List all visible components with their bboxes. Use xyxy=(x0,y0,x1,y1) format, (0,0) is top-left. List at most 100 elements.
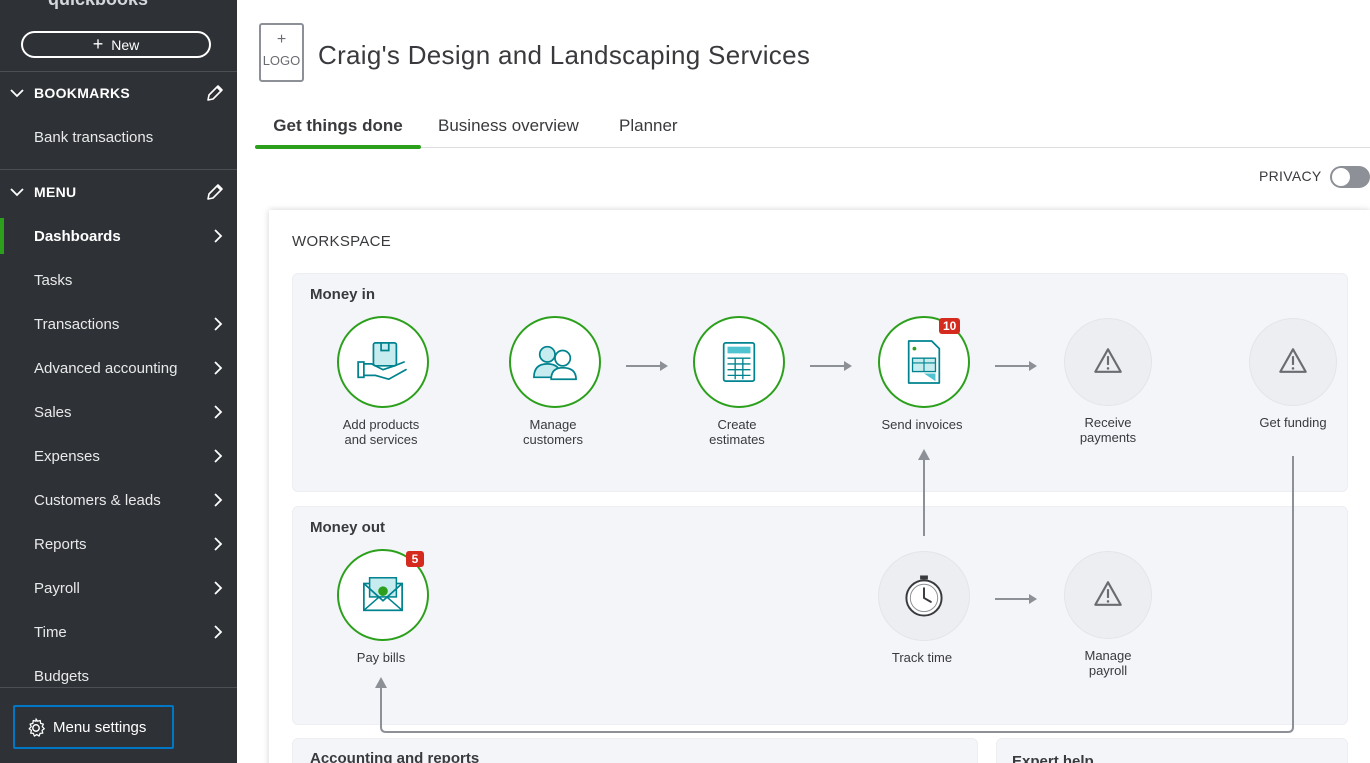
expert-help-title: Expert help xyxy=(1012,753,1094,763)
products-hand-icon xyxy=(357,342,407,381)
track-time-node[interactable] xyxy=(878,551,970,641)
sidebar-item-label: Sales xyxy=(34,403,72,421)
sidebar-item-label: Expenses xyxy=(34,447,100,465)
new-button-label: New xyxy=(111,36,140,53)
plus-icon: + xyxy=(92,33,104,54)
bookmarks-header[interactable]: BOOKMARKS xyxy=(0,78,237,108)
chevron-right-icon xyxy=(214,405,223,419)
warning-icon xyxy=(1094,581,1122,606)
sidebar-item-dashboards[interactable]: Dashboards xyxy=(0,216,237,256)
sidebar-item-label: Transactions xyxy=(34,315,120,333)
node-label-line: Create xyxy=(717,417,757,432)
sidebar-item-budgets[interactable]: Budgets xyxy=(0,656,237,696)
node-label-line: Receive xyxy=(1084,415,1132,430)
warning-icon xyxy=(1094,348,1122,373)
chevron-right-icon xyxy=(214,449,223,463)
node-label-line: and services xyxy=(344,432,418,447)
company-name: Craig's Design and Landscaping Services xyxy=(318,40,811,70)
sidebar-item-label: Customers & leads xyxy=(34,491,161,509)
chevron-right-icon xyxy=(214,625,223,639)
privacy-toggle[interactable] xyxy=(1330,166,1370,188)
chevron-right-icon xyxy=(214,493,223,507)
node-label-line: Manage xyxy=(529,417,577,432)
dashboard-tabs: Get things done Business overview Planne… xyxy=(255,108,1370,149)
sidebar-item-sales[interactable]: Sales xyxy=(0,392,237,432)
chevron-right-icon xyxy=(214,581,223,595)
create-estimates-node[interactable] xyxy=(693,316,785,408)
sidebar-item-tasks[interactable]: Tasks xyxy=(0,260,237,300)
manage-payroll-node[interactable] xyxy=(1064,551,1152,639)
sidebar-item-time[interactable]: Time xyxy=(0,612,237,652)
chevron-down-icon[interactable] xyxy=(10,185,24,199)
chevron-right-icon xyxy=(214,229,223,243)
pay-bills-label: Pay bills xyxy=(321,650,441,665)
menu-settings-button[interactable]: Menu settings xyxy=(13,705,174,749)
flow-arrow xyxy=(995,594,1037,604)
pencil-icon[interactable] xyxy=(205,83,225,103)
customers-icon xyxy=(533,345,577,381)
gear-icon xyxy=(28,718,45,737)
plus-icon: + xyxy=(276,31,287,48)
logo-placeholder-text: LOGO xyxy=(262,53,301,68)
money-out-title: Money out xyxy=(310,519,385,536)
chevron-down-icon[interactable] xyxy=(10,86,24,100)
flow-arrow xyxy=(626,361,668,371)
expert-help-panel xyxy=(996,738,1348,763)
bills-envelope-icon xyxy=(363,577,403,612)
manage-payroll-label: Manage payroll xyxy=(1048,648,1168,678)
receive-payments-label: Receive payments xyxy=(1048,415,1168,445)
sidebar-item-label: Advanced accounting xyxy=(34,359,178,377)
invoice-icon xyxy=(907,340,941,384)
track-time-label: Track time xyxy=(862,650,982,665)
sidebar-item-reports[interactable]: Reports xyxy=(0,524,237,564)
warning-icon xyxy=(1279,348,1307,373)
send-invoices-label: Send invoices xyxy=(862,417,982,432)
node-label-line: payroll xyxy=(1088,663,1128,678)
create-estimates-label: Create estimates xyxy=(677,417,797,447)
brand-logo-text: quickbooks xyxy=(48,0,148,10)
money-out-panel xyxy=(292,506,1348,725)
sidebar-item-label: Reports xyxy=(34,535,87,553)
sidebar-item-payroll[interactable]: Payroll xyxy=(0,568,237,608)
bookmark-item-bank-transactions[interactable]: Bank transactions xyxy=(0,117,237,157)
sidebar-item-label: Dashboards xyxy=(34,227,121,245)
stopwatch-icon xyxy=(905,575,943,617)
new-button[interactable]: + New xyxy=(21,31,211,58)
node-label-line: Get funding xyxy=(1259,415,1327,430)
node-label-line: Add products xyxy=(342,417,420,432)
money-in-title: Money in xyxy=(310,286,376,303)
bookmark-label: Bank transactions xyxy=(34,128,154,146)
flow-arrow xyxy=(995,361,1037,371)
receive-payments-node[interactable] xyxy=(1064,318,1152,406)
sidebar-item-advanced-accounting[interactable]: Advanced accounting xyxy=(0,348,237,388)
add-products-node[interactable] xyxy=(337,316,429,408)
chevron-right-icon xyxy=(214,361,223,375)
privacy-label: PRIVACY xyxy=(1259,168,1322,184)
pencil-icon[interactable] xyxy=(205,182,225,202)
node-label-line: Send invoices xyxy=(881,417,963,432)
sidebar-item-label: Time xyxy=(34,623,67,641)
chevron-right-icon xyxy=(214,317,223,331)
tab-get-things-done[interactable]: Get things done xyxy=(255,108,421,149)
invoices-count-badge: 10 xyxy=(939,318,961,334)
sidebar: quickbooks + New BOOKMARKS Bank transact… xyxy=(0,0,237,763)
sidebar-divider xyxy=(0,71,237,72)
menu-header[interactable]: MENU xyxy=(0,177,237,207)
bookmarks-label: BOOKMARKS xyxy=(34,85,131,101)
sidebar-item-expenses[interactable]: Expenses xyxy=(0,436,237,476)
bills-count-badge: 5 xyxy=(406,551,424,567)
sidebar-divider xyxy=(0,169,237,170)
menu-settings-label: Menu settings xyxy=(53,718,147,736)
node-label-line: Track time xyxy=(891,650,953,665)
get-funding-node[interactable] xyxy=(1249,318,1337,406)
node-label-line: payments xyxy=(1079,430,1137,445)
manage-customers-node[interactable] xyxy=(509,316,601,408)
calculator-icon xyxy=(722,342,756,382)
tab-planner[interactable]: Planner xyxy=(619,116,678,135)
sidebar-item-customers-leads[interactable]: Customers & leads xyxy=(0,480,237,520)
add-products-label: Add products and services xyxy=(321,417,441,447)
accounting-reports-panel xyxy=(292,738,978,763)
tab-business-overview[interactable]: Business overview xyxy=(438,116,579,135)
sidebar-item-transactions[interactable]: Transactions xyxy=(0,304,237,344)
add-logo-button[interactable]: + LOGO xyxy=(259,23,304,82)
